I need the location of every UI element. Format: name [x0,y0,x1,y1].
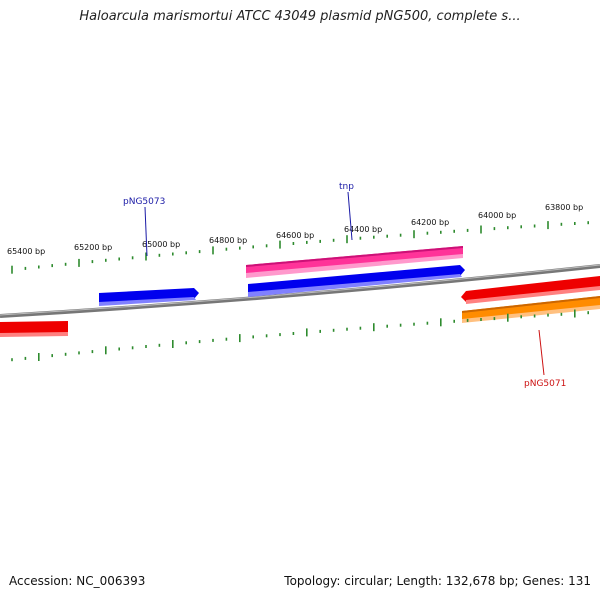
gene-label-pNG5071[interactable]: pNG5071 [524,379,566,389]
gene-feature-red-left[interactable] [0,321,68,337]
gene-feature-red-right[interactable] [461,276,600,304]
plasmid-backbone [0,264,600,318]
upper-ruler-ticks [11,221,590,274]
ruler-label: 64800 bp [209,236,247,245]
ruler-label: 65000 bp [142,240,180,249]
map-title: Haloarcula marismortui ATCC 43049 plasmi… [79,9,521,24]
label-leader-tnp [347,191,353,241]
gene-label-pNG5073[interactable]: pNG5073 [123,197,165,207]
ruler-label: 64600 bp [276,231,314,240]
gene-feature-pNG5073[interactable] [99,288,199,306]
ruler-label: 65400 bp [7,247,45,256]
gene-feature-pink[interactable] [246,246,463,278]
label-leader-pNG5073 [144,206,148,257]
ruler-label: 63800 bp [545,203,583,212]
gene-feature-orange[interactable] [462,296,600,323]
gene-feature-tnp[interactable] [248,265,465,297]
ruler-label: 64400 bp [344,225,382,234]
topology-summary: Topology: circular; Length: 132,678 bp; … [284,574,591,588]
accession-text: Accession: NC_006393 [9,574,146,588]
gene-label-tnp[interactable]: tnp [339,182,354,192]
ruler-label: 65200 bp [74,243,112,252]
ruler-label: 64200 bp [411,218,449,227]
lower-ruler-ticks [11,309,590,362]
label-leader-pNG5071 [538,329,545,376]
ruler-label: 64000 bp [478,211,516,220]
